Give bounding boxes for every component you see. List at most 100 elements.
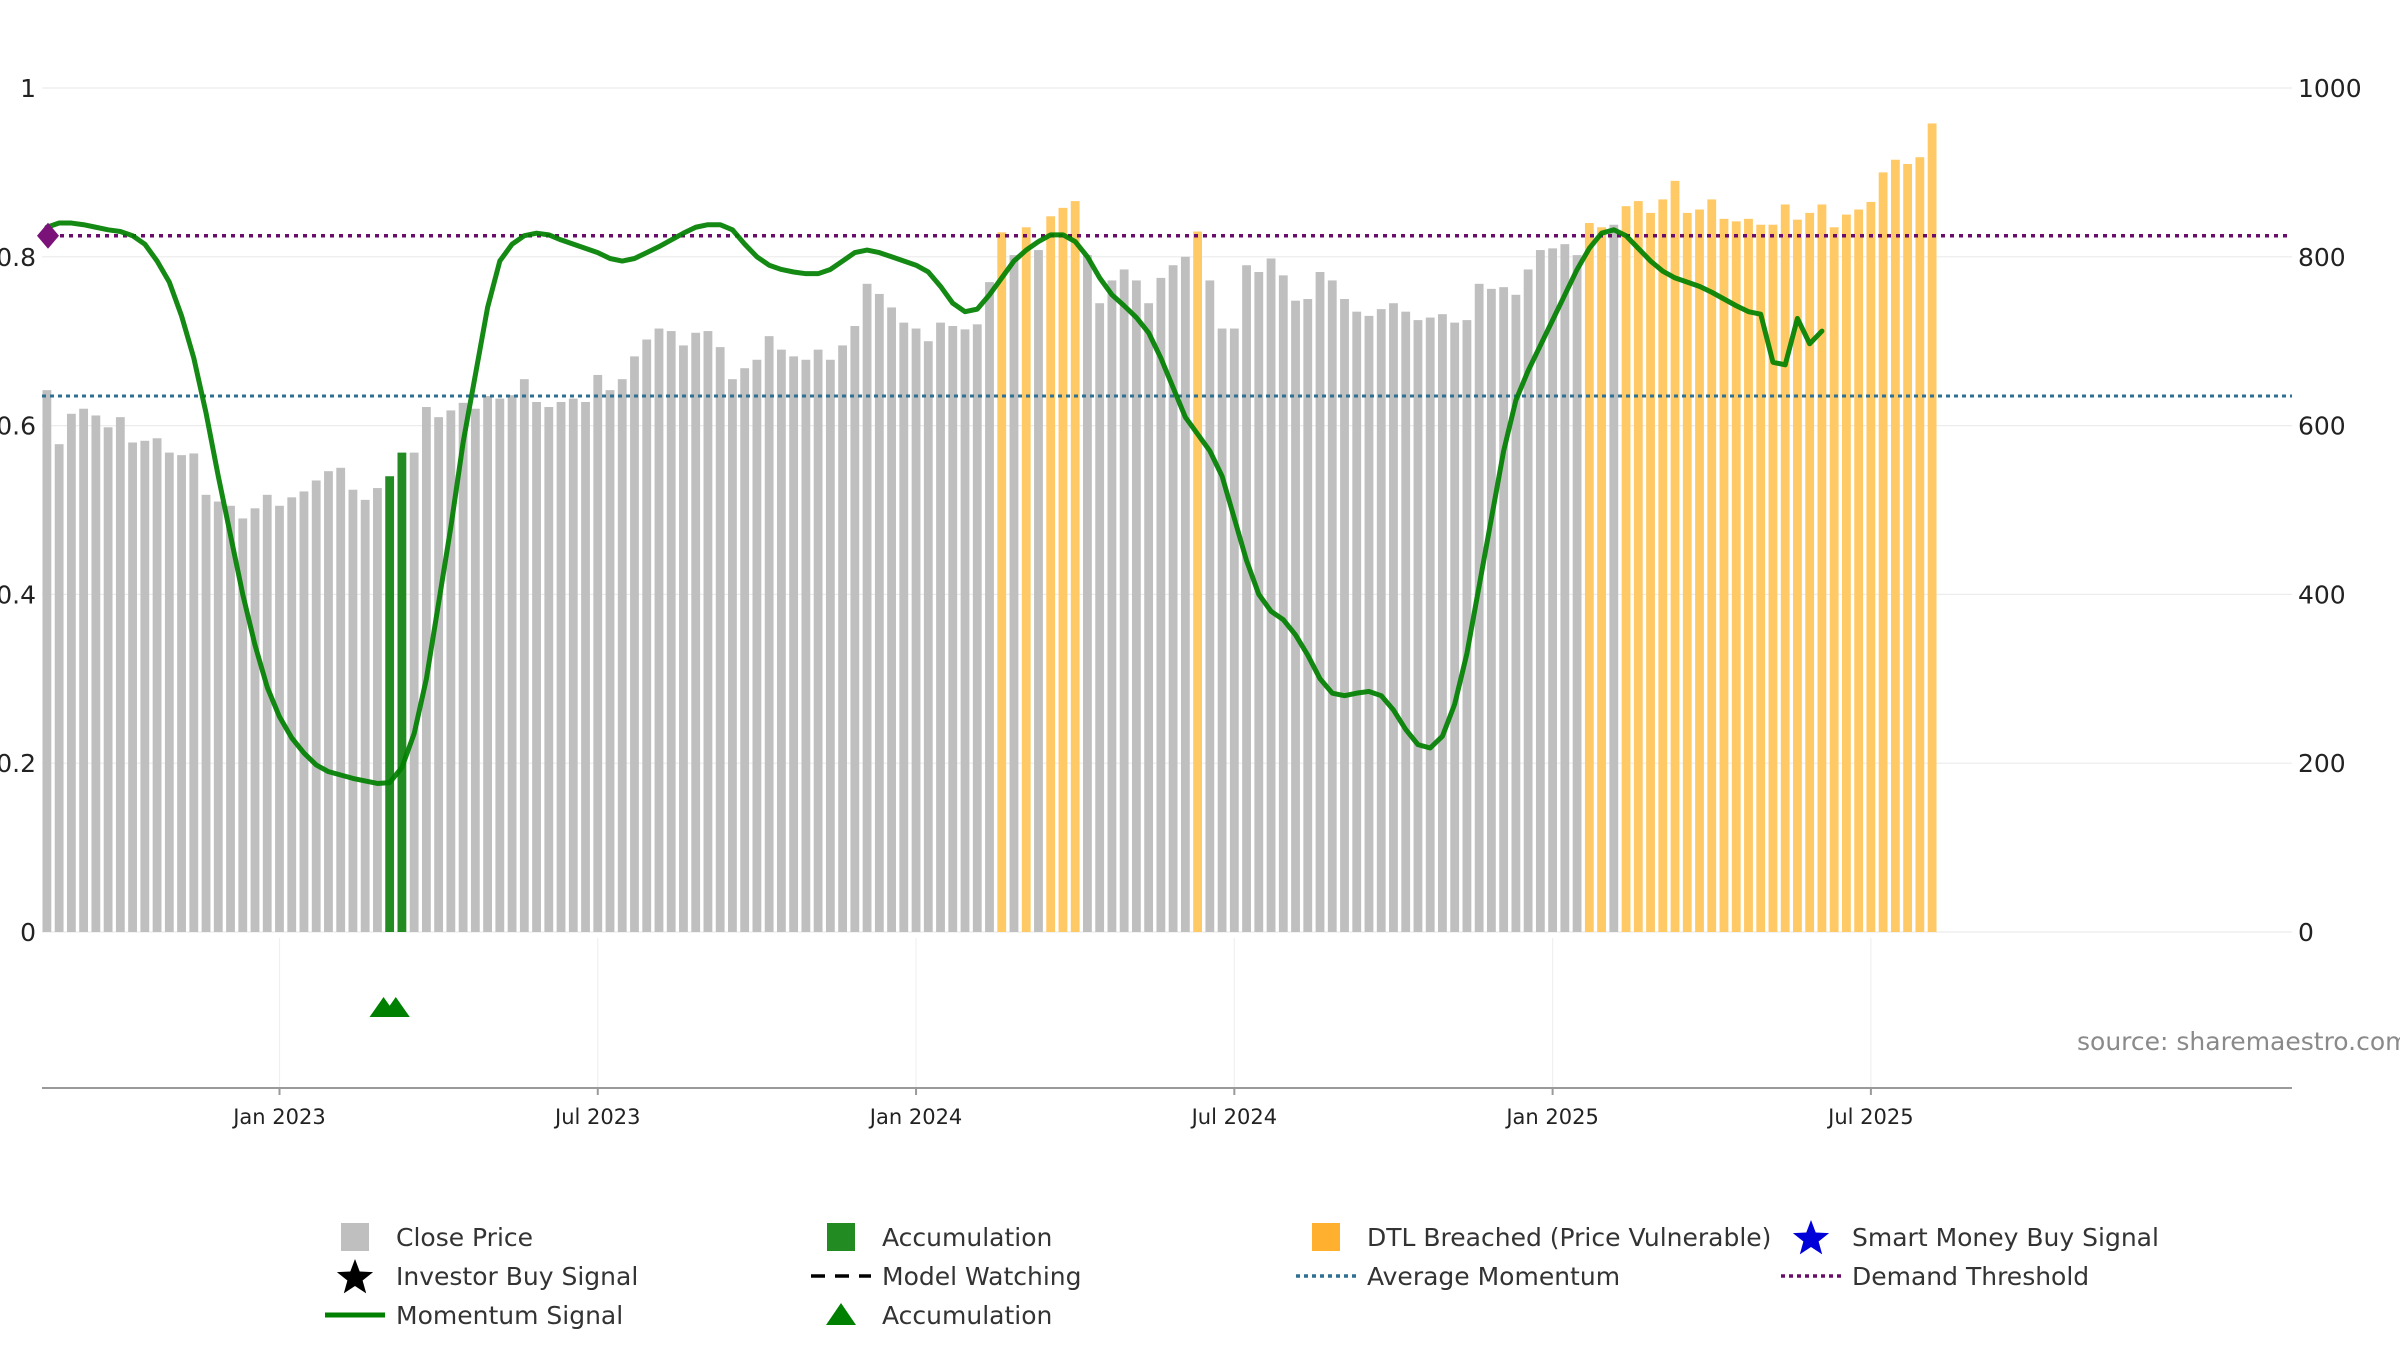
close-price-bar [1389, 303, 1398, 933]
close-price-bar [458, 402, 468, 932]
close-price-bar [532, 401, 541, 933]
legend: Close Price Accumulation DTL Breached (Pri… [325, 1220, 2159, 1330]
close-price-bar [776, 349, 786, 932]
x-axis-tick-label: Jul 2025 [1826, 1105, 1913, 1129]
dtl-breached-bar [997, 232, 1007, 932]
dtl-breached-bar [1768, 224, 1778, 933]
close-price-bar [140, 440, 150, 932]
close-price-bar [728, 379, 737, 932]
close-price-bar [1303, 299, 1313, 932]
dtl-breached-bar [1695, 209, 1704, 933]
close-price-bar [887, 307, 896, 932]
close-price-bar [152, 438, 162, 932]
dtl-breached-bar [1854, 209, 1864, 933]
dtl-breached-bar [1670, 180, 1680, 933]
x-axis-tick-label: Jan 2023 [231, 1105, 326, 1129]
smart-money-label: Smart Money Buy Signal [1852, 1223, 2159, 1252]
close-price-bar [715, 347, 725, 932]
close-price-bar [703, 331, 713, 932]
close-price-bar [1144, 303, 1154, 933]
reference-lines [42, 233, 2292, 398]
close-price-bar [495, 398, 505, 933]
close-price-bar [1401, 311, 1411, 932]
dtl-breached-label: DTL Breached (Price Vulnerable) [1367, 1223, 1771, 1252]
close-price-bar [825, 359, 835, 932]
close-price-bar [1450, 322, 1460, 932]
close-price-bar [838, 345, 847, 932]
close-price-bar [1499, 287, 1509, 932]
close-price-bar [1095, 303, 1105, 933]
close-price-bar [1352, 311, 1362, 932]
close-price-bar [605, 390, 615, 932]
dtl-breached-bar [1878, 172, 1888, 932]
legend-item-smart-money: Smart Money Buy Signal [1792, 1220, 2159, 1255]
close-price-bar [311, 480, 321, 932]
close-price-bar [324, 471, 333, 932]
dtl-breached-bar [1597, 227, 1606, 932]
close-price-bar [128, 442, 137, 932]
close-price-bar [1535, 250, 1545, 933]
close-price-bar [1217, 328, 1227, 932]
close-price-bar [1168, 265, 1178, 932]
close-price-bar [1242, 265, 1251, 932]
close-price-bar [79, 408, 89, 933]
close-price-bar [679, 345, 688, 932]
close-price-bar [1364, 315, 1374, 932]
close-price-bar [1413, 320, 1423, 933]
close-price-bar [348, 489, 358, 932]
dtl-breached-bar [1756, 224, 1766, 933]
left-axis-tick-label: 0 [20, 918, 36, 947]
close-price-bar [213, 501, 223, 932]
close-price-bar [1462, 320, 1472, 933]
legend-item-demand-threshold: Demand Threshold [1781, 1262, 2089, 1291]
x-axis-tick-label: Jan 2024 [868, 1105, 963, 1129]
accumulation-marker-label: Accumulation [882, 1301, 1052, 1330]
close-price-bar [1438, 314, 1447, 932]
dtl-breached-bar [1780, 204, 1790, 933]
close-price-bar [630, 356, 639, 932]
close-price-bar [593, 374, 603, 933]
signal-markers [37, 222, 410, 1017]
right-axis-tick-label: 400 [2298, 580, 2346, 609]
legend-item-dtl-breached: DTL Breached (Price Vulnerable) [1312, 1223, 1771, 1252]
close-price-bar [850, 326, 860, 932]
close-price-bar [1486, 288, 1496, 932]
x-axis-tick-label: Jul 2023 [553, 1105, 640, 1129]
dtl-breached-bar [1903, 163, 1913, 932]
close-price-bar [1548, 248, 1558, 933]
close-price-bar [1474, 283, 1484, 932]
dtl-breached-bar [1584, 223, 1594, 933]
x-axis-tick-label: Jul 2024 [1190, 1105, 1277, 1129]
close-price-bar [177, 455, 186, 932]
source-label: source: sharemaestro.com [2077, 1027, 2400, 1056]
legend-item-investor-buy: Investor Buy Signal [336, 1259, 638, 1294]
demand-threshold-marker [37, 222, 59, 249]
close-price-bar [519, 379, 529, 932]
right-axis-tick-label: 600 [2298, 412, 2346, 441]
dtl-breached-bar [1046, 216, 1056, 933]
close-price-swatch [341, 1223, 369, 1251]
demand-threshold-label: Demand Threshold [1852, 1262, 2089, 1291]
right-axis-tick-label: 800 [2298, 243, 2346, 272]
investor-buy-star-icon [336, 1259, 374, 1294]
close-price-bar [373, 488, 382, 932]
close-price-bar [1511, 294, 1521, 932]
dtl-breached-bar [1070, 201, 1080, 933]
close-price-bar [654, 328, 664, 932]
close-price-bar [189, 453, 199, 932]
dtl-breached-bar [1829, 227, 1839, 932]
close-price-bar [1119, 269, 1129, 933]
accumulation-triangle [381, 997, 410, 1017]
close-price-bar [1572, 255, 1582, 933]
legend-item-accumulation-marker: Accumulation [826, 1301, 1052, 1330]
close-price-bar [1291, 300, 1300, 932]
legend-item-accumulation-bar: Accumulation [827, 1223, 1052, 1252]
close-price-bar [911, 328, 921, 932]
dtl-breached-bar [1744, 218, 1753, 932]
close-price-bar [1131, 280, 1141, 932]
close-price-bar [936, 322, 945, 932]
close-price-bar [360, 499, 370, 932]
left-axis-tick-label: 0.6 [0, 412, 36, 441]
